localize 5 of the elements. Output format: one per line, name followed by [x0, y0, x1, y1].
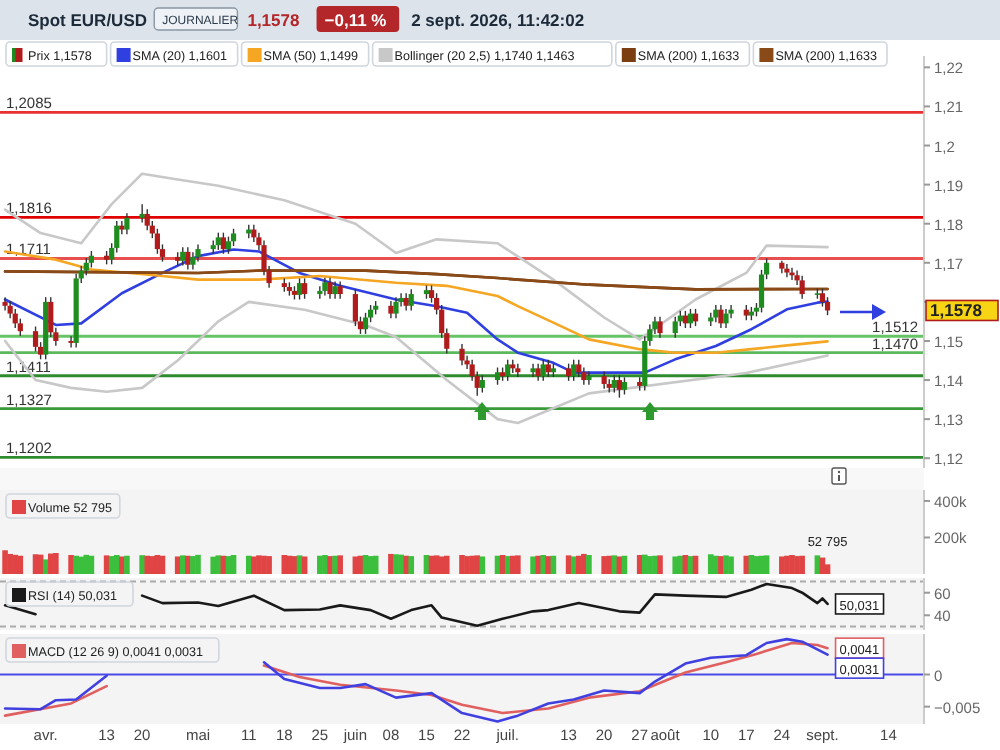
text: 1,1578 — [930, 300, 983, 321]
text: 2 sept. 2026, 11:42:02 — [411, 10, 585, 30]
text: −0,11 % — [324, 10, 388, 30]
chart-title: Spot EUR/USD — [28, 10, 147, 30]
text: 1,1578 — [247, 10, 300, 30]
